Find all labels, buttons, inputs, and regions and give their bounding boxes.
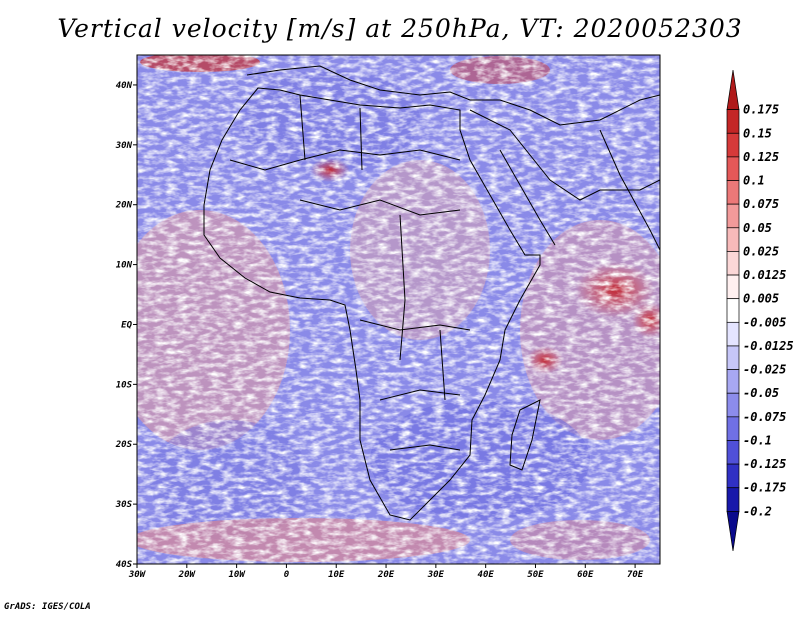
colorbar-label: 0.05 [743,221,772,235]
colorbar-swatch [726,109,740,134]
map-title: Vertical velocity [m/s] at 250hPa, VT: 2… [57,14,743,43]
colorbar-swatch [726,298,740,323]
grads-credit: GrADS: IGES/COLA [4,602,91,612]
colorbar-label: -0.1 [743,433,772,447]
lon-tick-label: 10E [328,570,345,580]
colorbar-swatch [726,511,740,552]
lon-tick-label: 70E [627,570,644,580]
axis-ticks: 30W 20W 10W 0 10E 20E 30E 40E 50E 60E 70E 40N 30N 20N… [115,81,644,580]
colorbar-swatch [726,132,740,158]
colorbar-label: 0.1 [743,174,765,188]
lat-tick-label: EQ [121,320,132,330]
colorbar-label: 0.075 [743,197,779,211]
lon-tick-label: 0 [284,570,290,580]
lat-tick-label: 30S [115,500,133,510]
velocity-field [137,55,660,564]
colorbar-swatch [726,227,740,252]
colorbar-swatch [726,487,740,512]
lat-tick-label: 20N [115,201,133,211]
colorbar-swatch [726,463,740,489]
lat-tick-label: 40N [116,81,133,91]
lat-tick-label: 10S [116,380,133,390]
colorbar-swatch [726,180,740,205]
colorbar-label: -0.05 [743,386,779,400]
lon-tick-label: 50E [527,570,544,580]
colorbar-label: -0.2 [743,504,772,518]
map-frame [136,54,661,565]
lon-tick-label: 30E [427,570,445,580]
lon-tick-label: 20E [377,570,395,580]
colorbar-swatch [726,203,740,229]
colorbar-swatch [726,369,740,394]
lat-tick-label: 20S [115,440,133,450]
lon-tick-label: 30W [128,570,147,580]
colorbar-swatch [726,440,740,465]
colorbar-swatch [726,274,740,300]
colorbar-label: -0.175 [743,481,786,495]
colorbar-label: 0.175 [743,103,779,117]
colorbar-label: 0.025 [743,244,779,258]
colorbar-swatch [726,321,740,347]
colorbar-label: -0.025 [743,363,786,377]
lon-tick-label: 60E [577,570,594,580]
colorbar-label: -0.125 [743,457,786,471]
lat-tick-label: 10N [116,261,133,271]
colorbar-swatch [726,69,740,110]
colorbar-label: 0.125 [743,150,779,164]
lon-tick-label: 40E [478,570,495,580]
colorbar-label: -0.075 [743,410,786,424]
colorbar-label: 0.0125 [743,268,786,282]
colorbar-swatch [726,345,740,370]
lat-tick-label: 40S [116,560,133,570]
colorbar-label: 0.15 [743,126,772,140]
lon-tick-label: 20W [178,570,197,580]
coastlines [203,65,660,521]
map-figure: 30W 20W 10W 0 10E 20E 30E 40E 50E 60E 70E 40N 30N 20N… [115,54,794,580]
colorbar-swatch [726,416,740,441]
lon-tick-label: 10W [228,570,246,580]
colorbar-label: 0.005 [743,292,779,306]
colorbar-swatch [726,156,740,181]
colorbar-swatch [726,251,740,276]
lat-tick-label: 30N [115,141,133,151]
colorbar-label: -0.0125 [743,339,794,353]
colorbar-label: -0.005 [743,315,786,329]
colorbar-swatch [726,392,740,418]
colorbar: 0.175 0.15 0.125 0.1 0.075 0.05 0.025 0.0125 0.0… [726,69,794,552]
